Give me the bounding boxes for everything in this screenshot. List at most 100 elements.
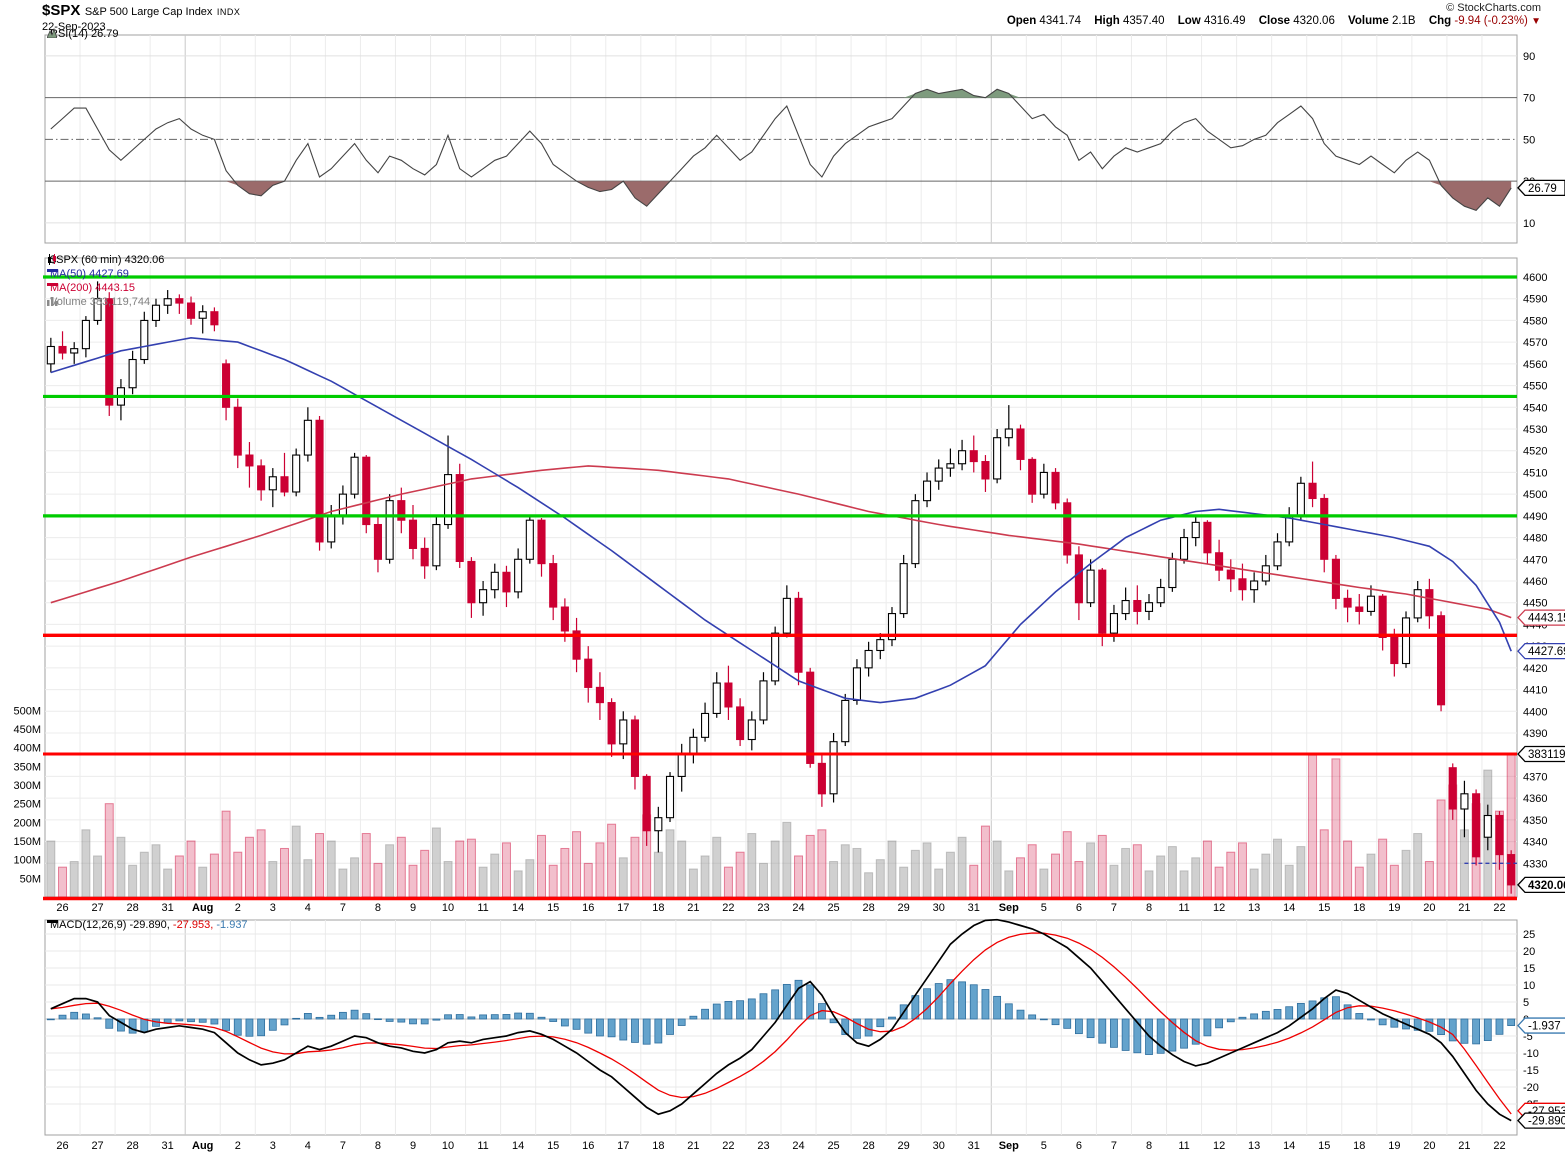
histogram-bar [198,1018,207,1023]
volume-bar [256,829,266,898]
candle-body [81,319,90,350]
svg-text:4400: 4400 [1523,706,1547,718]
svg-text:4560: 4560 [1523,359,1547,371]
svg-text:23: 23 [757,902,769,914]
candle-body [467,560,476,604]
volume-legend: Volume 383,119,744 [47,296,150,309]
candle-body [817,762,826,795]
svg-text:21: 21 [1458,1140,1470,1152]
histogram-bar [666,1018,674,1035]
candle-body [432,523,441,567]
candle-body [771,632,780,682]
symbol: $SPX [42,2,81,19]
histogram-bar [934,983,943,1020]
candle-body [572,630,581,660]
candle-body [1098,569,1107,634]
svg-text:2: 2 [235,1140,241,1152]
candle-body [1039,471,1048,495]
volume-bar [864,872,874,898]
axis-label-box [1517,745,1565,763]
svg-text:4450: 4450 [1523,598,1547,610]
svg-text:70: 70 [1523,93,1535,105]
volume-bar [315,833,325,898]
volume-bar [1389,864,1399,898]
svg-text:4420: 4420 [1523,663,1547,675]
histogram-bar [374,1018,382,1021]
volume-bar [221,810,231,898]
volume-bar [128,864,138,898]
histogram-bar [362,1013,371,1020]
candle-body [1355,606,1364,612]
candle-body [1483,814,1492,838]
candle-body [46,345,55,365]
svg-text:8: 8 [1146,1140,1152,1152]
histogram-bar [876,1018,885,1028]
candle-body [1203,521,1212,554]
volume-bar [338,868,348,898]
histogram-bar [1483,1018,1492,1041]
volume-bar [992,840,1002,898]
macd-line [50,918,1512,1122]
candle-body [642,775,651,832]
candle-body [1320,497,1329,560]
svg-text:17: 17 [617,902,629,914]
volume-bar [291,825,301,898]
svg-text:19: 19 [1388,1140,1400,1152]
volume-bar [945,851,955,898]
svg-text:9: 9 [410,902,416,914]
svg-text:14: 14 [512,902,524,914]
rsi-legend-label: RSI(14) [50,28,88,40]
svg-text:4500: 4500 [1523,489,1547,501]
candle-body [922,480,932,502]
svg-text:4550: 4550 [1523,381,1547,393]
volume-bar [665,829,675,898]
volume-bar [373,862,383,898]
svg-text:4590: 4590 [1523,294,1547,306]
volume-bar [770,840,780,898]
volume-bar [1202,840,1212,898]
svg-text:4570: 4570 [1523,337,1547,349]
volume-bar [1331,758,1341,898]
volume-bar [630,836,640,898]
svg-text:4360: 4360 [1523,793,1547,805]
ma200-legend-value: 4443.15 [95,282,136,294]
candle-body [736,706,745,741]
svg-text:150M: 150M [13,836,41,848]
candle-body [1296,482,1305,517]
svg-text:15: 15 [547,902,559,914]
volume-bar [922,842,932,898]
candle-body [479,589,488,604]
price-legend: $SPX (60 min) 4320.06 [47,254,164,267]
histogram-bar [1507,1018,1516,1026]
svg-text:20: 20 [1523,946,1535,958]
svg-text:4320.06: 4320.06 [1528,880,1565,892]
volume-bar [1401,849,1411,898]
candle-body [595,686,604,704]
svg-text:31: 31 [162,902,174,914]
svg-text:28: 28 [862,902,874,914]
volume-bar [899,866,909,898]
svg-text:10: 10 [442,902,454,914]
volume-bar [1191,857,1201,898]
svg-text:16: 16 [582,902,594,914]
svg-text:4530: 4530 [1523,424,1547,436]
svg-text:18: 18 [1353,902,1365,914]
candle-body [1460,793,1469,810]
volume-bar [455,840,465,898]
histogram-bar [1075,1018,1083,1035]
candle-body [899,563,908,615]
volume-bar [1284,864,1294,898]
volume-bar [653,851,663,898]
histogram-bar [1016,1009,1025,1020]
chevron-down-icon[interactable]: ▼ [1531,16,1541,27]
svg-text:31: 31 [162,1140,174,1152]
svg-text:12: 12 [1213,902,1225,914]
histogram-bar [339,1011,347,1020]
candle-body [1331,558,1340,599]
histogram-bar [1168,1018,1177,1052]
candle-body [1472,793,1481,858]
histogram-bar [1226,1018,1235,1023]
ma200-legend: MA(200) 4443.15 [47,282,135,295]
histogram-bar [257,1018,266,1037]
histogram-bar [631,1018,639,1043]
